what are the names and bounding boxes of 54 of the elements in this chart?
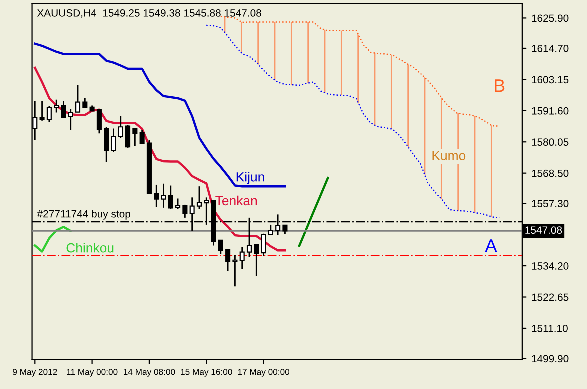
line-series (298, 177, 330, 248)
candlestick (154, 184, 160, 208)
candlestick (68, 108, 74, 132)
candlestick (132, 128, 138, 148)
ref-line-label: #27711744 buy stop (37, 210, 130, 220)
line-series (34, 42, 286, 188)
candlestick (118, 115, 124, 140)
ref-line-label: 1547.08 (526, 226, 562, 234)
candlestick (232, 254, 238, 288)
y-tick-label: 1522.65 (532, 294, 569, 302)
candlestick (176, 198, 181, 210)
candlestick (226, 249, 231, 272)
candlestick (161, 183, 166, 209)
candlestick (82, 98, 88, 109)
candlestick (61, 100, 66, 118)
candlestick (261, 233, 266, 258)
chart-title: XAUUSD,H4 1549.25 1549.38 1545.88 1547.08 (37, 10, 262, 18)
x-tick-label: 14 May 08:00 (124, 369, 176, 377)
annotation: Kumo (432, 151, 466, 160)
x-tick-label: 9 May 2012 (13, 369, 58, 377)
x-tick-label: 11 May 00:00 (67, 369, 118, 377)
y-tick-label: 1614.70 (532, 44, 569, 52)
x-tick-label: 17 May 00:00 (238, 369, 290, 377)
y-tick-label: 1580.05 (532, 138, 569, 146)
y-tick-label: 1591.60 (532, 107, 569, 115)
y-tick-label: 1534.20 (532, 262, 569, 270)
y-tick-label: 1499.90 (532, 355, 569, 363)
candlestick (75, 84, 81, 113)
candlestick (254, 244, 260, 278)
candlestick (240, 246, 245, 270)
candlestick (46, 106, 52, 123)
series-label: A (485, 240, 498, 252)
candlestick (140, 130, 145, 145)
candlestick (40, 100, 45, 122)
series-label: Kijun (236, 172, 264, 184)
candlestick (168, 185, 174, 210)
candlestick (111, 128, 116, 153)
y-tick-label: 1568.50 (532, 170, 569, 178)
candlestick (282, 224, 288, 236)
x-tick-label: 15 May 16:00 (181, 369, 232, 377)
candlestick (104, 126, 110, 164)
candlestick (182, 204, 188, 219)
y-tick-label: 1557.30 (532, 200, 569, 208)
y-tick-label: 1511.10 (532, 324, 568, 332)
series-label: B (495, 80, 505, 92)
series-label: Tenkan (216, 196, 258, 206)
candlestick (96, 108, 102, 134)
candlestick (126, 124, 131, 149)
y-tick-label: 1625.90 (532, 14, 569, 22)
candlestick (218, 240, 224, 256)
candlestick (54, 99, 60, 114)
series-label: Chinkou (66, 243, 114, 253)
y-tick-label: 1603.15 (532, 76, 569, 84)
candlestick (196, 186, 202, 210)
